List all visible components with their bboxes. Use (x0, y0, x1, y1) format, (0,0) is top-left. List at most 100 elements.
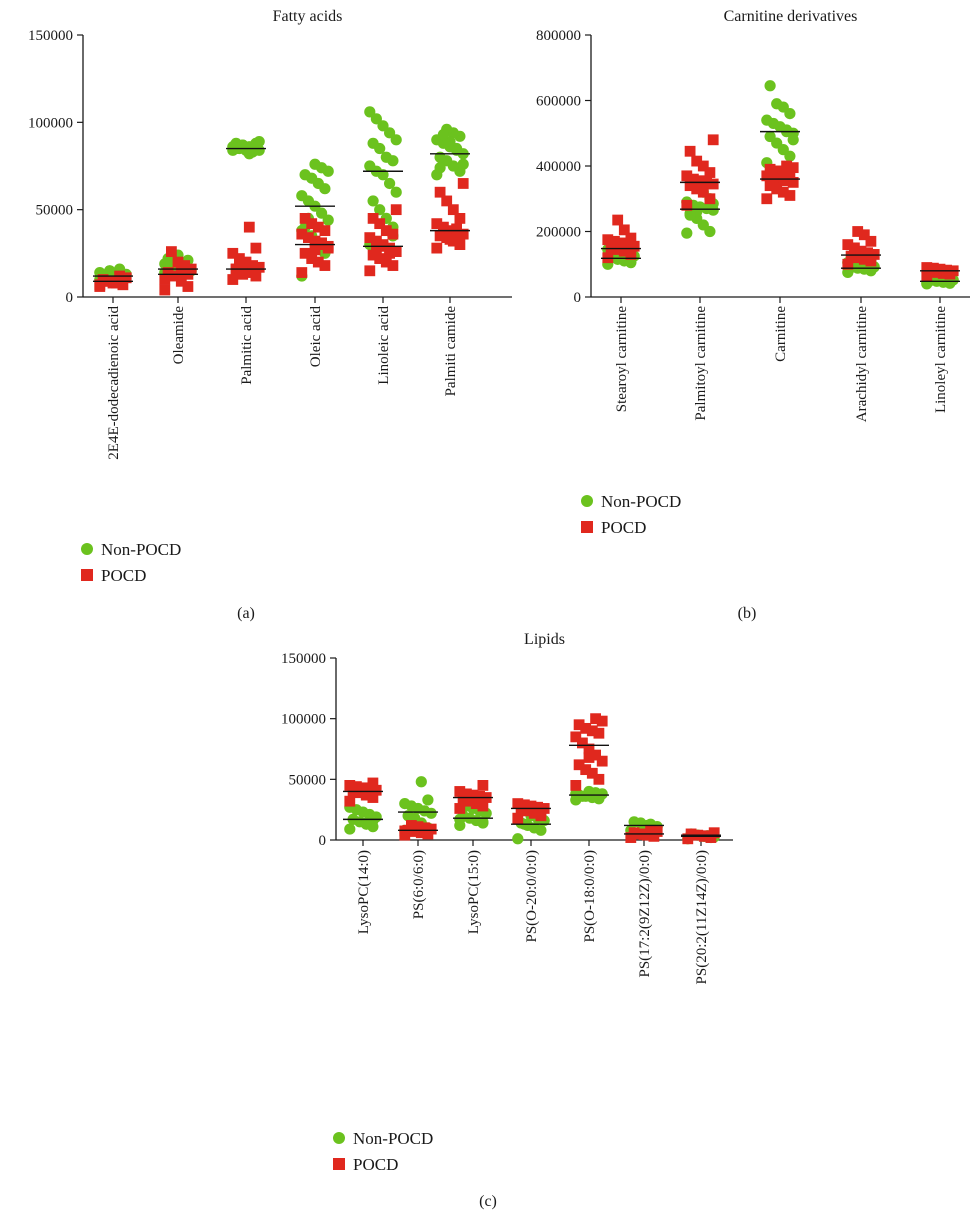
pocd-point (107, 277, 119, 289)
pocd-point (247, 260, 258, 271)
pocd-point (306, 253, 318, 264)
category-label-ps-17-2-9z12z-0-0: PS(17:2(9Z12Z)/0:0) (637, 850, 653, 978)
pocd-point (688, 173, 699, 185)
chart-title: Carnitine derivatives (724, 8, 858, 25)
pocd-point (175, 275, 187, 287)
y-tick-label: 100000 (28, 115, 73, 131)
pocd-point (845, 250, 857, 262)
pocd-point (590, 713, 601, 725)
pocd-point (250, 242, 262, 254)
pocd-point (855, 245, 867, 257)
chart-title: Lipids (524, 631, 565, 648)
pocd-point (784, 190, 796, 201)
y-tick-label: 0 (574, 290, 582, 306)
pocd-point (781, 175, 792, 187)
y-tick-label: 0 (319, 833, 327, 849)
pocd-point (781, 160, 792, 172)
non-pocd-point (451, 142, 463, 155)
pocd-point (457, 178, 469, 189)
pocd-point (477, 780, 489, 791)
pocd-point (360, 788, 372, 800)
category-label-ps-o-18-0-0-0: PS(O-18:0/0:0) (582, 850, 598, 943)
non-pocd-point (364, 106, 376, 118)
pocd-point (525, 800, 537, 812)
pocd-point (651, 826, 663, 837)
y-tick-label: 50000 (289, 772, 327, 788)
pocd-point (117, 279, 129, 291)
y-tick-label: 600000 (536, 94, 581, 110)
pocd-point (364, 232, 376, 244)
non-pocd-point (422, 794, 434, 806)
pocd-point (319, 260, 331, 271)
chart-title: Fatty acids (273, 8, 343, 25)
pocd-point (227, 247, 239, 259)
legend-non-pocd-marker (581, 495, 593, 507)
non-pocd-point (437, 128, 449, 141)
pocd-point (858, 229, 870, 241)
category-label-stearoyl-carnitine: Stearoyl carnitine (614, 306, 630, 413)
non-pocd-point (247, 141, 259, 153)
legend-non-pocd-marker (81, 543, 93, 555)
pocd-point (380, 225, 392, 237)
pocd-point (374, 253, 386, 264)
category-label-palmitic-acid: Palmitic acid (239, 306, 255, 385)
y-tick-label: 50000 (36, 203, 74, 219)
pocd-point (590, 749, 601, 761)
pocd-point (697, 160, 709, 172)
non-pocd-point (444, 135, 456, 148)
pocd-point (570, 780, 582, 791)
pocd-point (227, 274, 239, 285)
pocd-point (234, 253, 245, 264)
pocd-point (351, 781, 362, 793)
pocd-point (681, 199, 693, 211)
pocd-point (367, 792, 379, 803)
pocd-point (470, 794, 482, 806)
pocd-point (570, 731, 582, 743)
category-label-oleamide: Oleamide (171, 306, 187, 365)
pocd-point (438, 221, 449, 233)
pocd-point (243, 221, 255, 233)
pocd-point (250, 270, 262, 282)
pocd-point (596, 755, 608, 767)
pocd-point (166, 246, 177, 257)
pocd-point (296, 228, 308, 240)
pocd-point (175, 265, 187, 277)
category-label-lysopc-14-0: LysoPC(14:0) (356, 850, 372, 934)
pocd-point (764, 180, 776, 192)
non-pocd-point (104, 265, 116, 277)
pocd-point (593, 727, 605, 739)
pocd-point (387, 260, 399, 271)
non-pocd-point (380, 151, 392, 163)
pocd-point (447, 204, 459, 216)
non-pocd-point (367, 195, 379, 207)
pocd-point (771, 183, 783, 195)
non-pocd-point (771, 98, 783, 110)
pocd-point (169, 270, 181, 282)
pocd-point (322, 240, 334, 252)
legend: Non-POCD POCD (581, 492, 681, 537)
panel-c-lipids: Lipids 0 50000 100000 150000 LysoPC(14:0) PS(6… (281, 631, 733, 1210)
pocd-point (454, 239, 466, 250)
pocd-point (431, 218, 443, 230)
pocd-point (312, 256, 324, 268)
pocd-point (697, 186, 709, 198)
pocd-point (602, 234, 614, 246)
pocd-point (364, 265, 376, 277)
panel-label: (a) (237, 605, 255, 622)
pocd-point (384, 247, 395, 259)
non-pocd-point (296, 190, 308, 202)
legend-pocd-label: POCD (101, 566, 146, 585)
pocd-point (852, 226, 864, 237)
pocd-point (921, 262, 933, 273)
pocd-point (390, 246, 402, 257)
non-pocd-point (457, 158, 469, 170)
non-pocd-point (399, 798, 411, 810)
non-pocd-point (309, 158, 321, 170)
category-label-arachidyl-carnitine: Arachidyl carnitine (854, 306, 870, 423)
pocd-point (159, 284, 171, 296)
non-pocd-point (570, 788, 582, 800)
non-pocd-point (367, 137, 379, 149)
panel-label: (c) (479, 1193, 497, 1210)
pocd-point (454, 786, 466, 797)
